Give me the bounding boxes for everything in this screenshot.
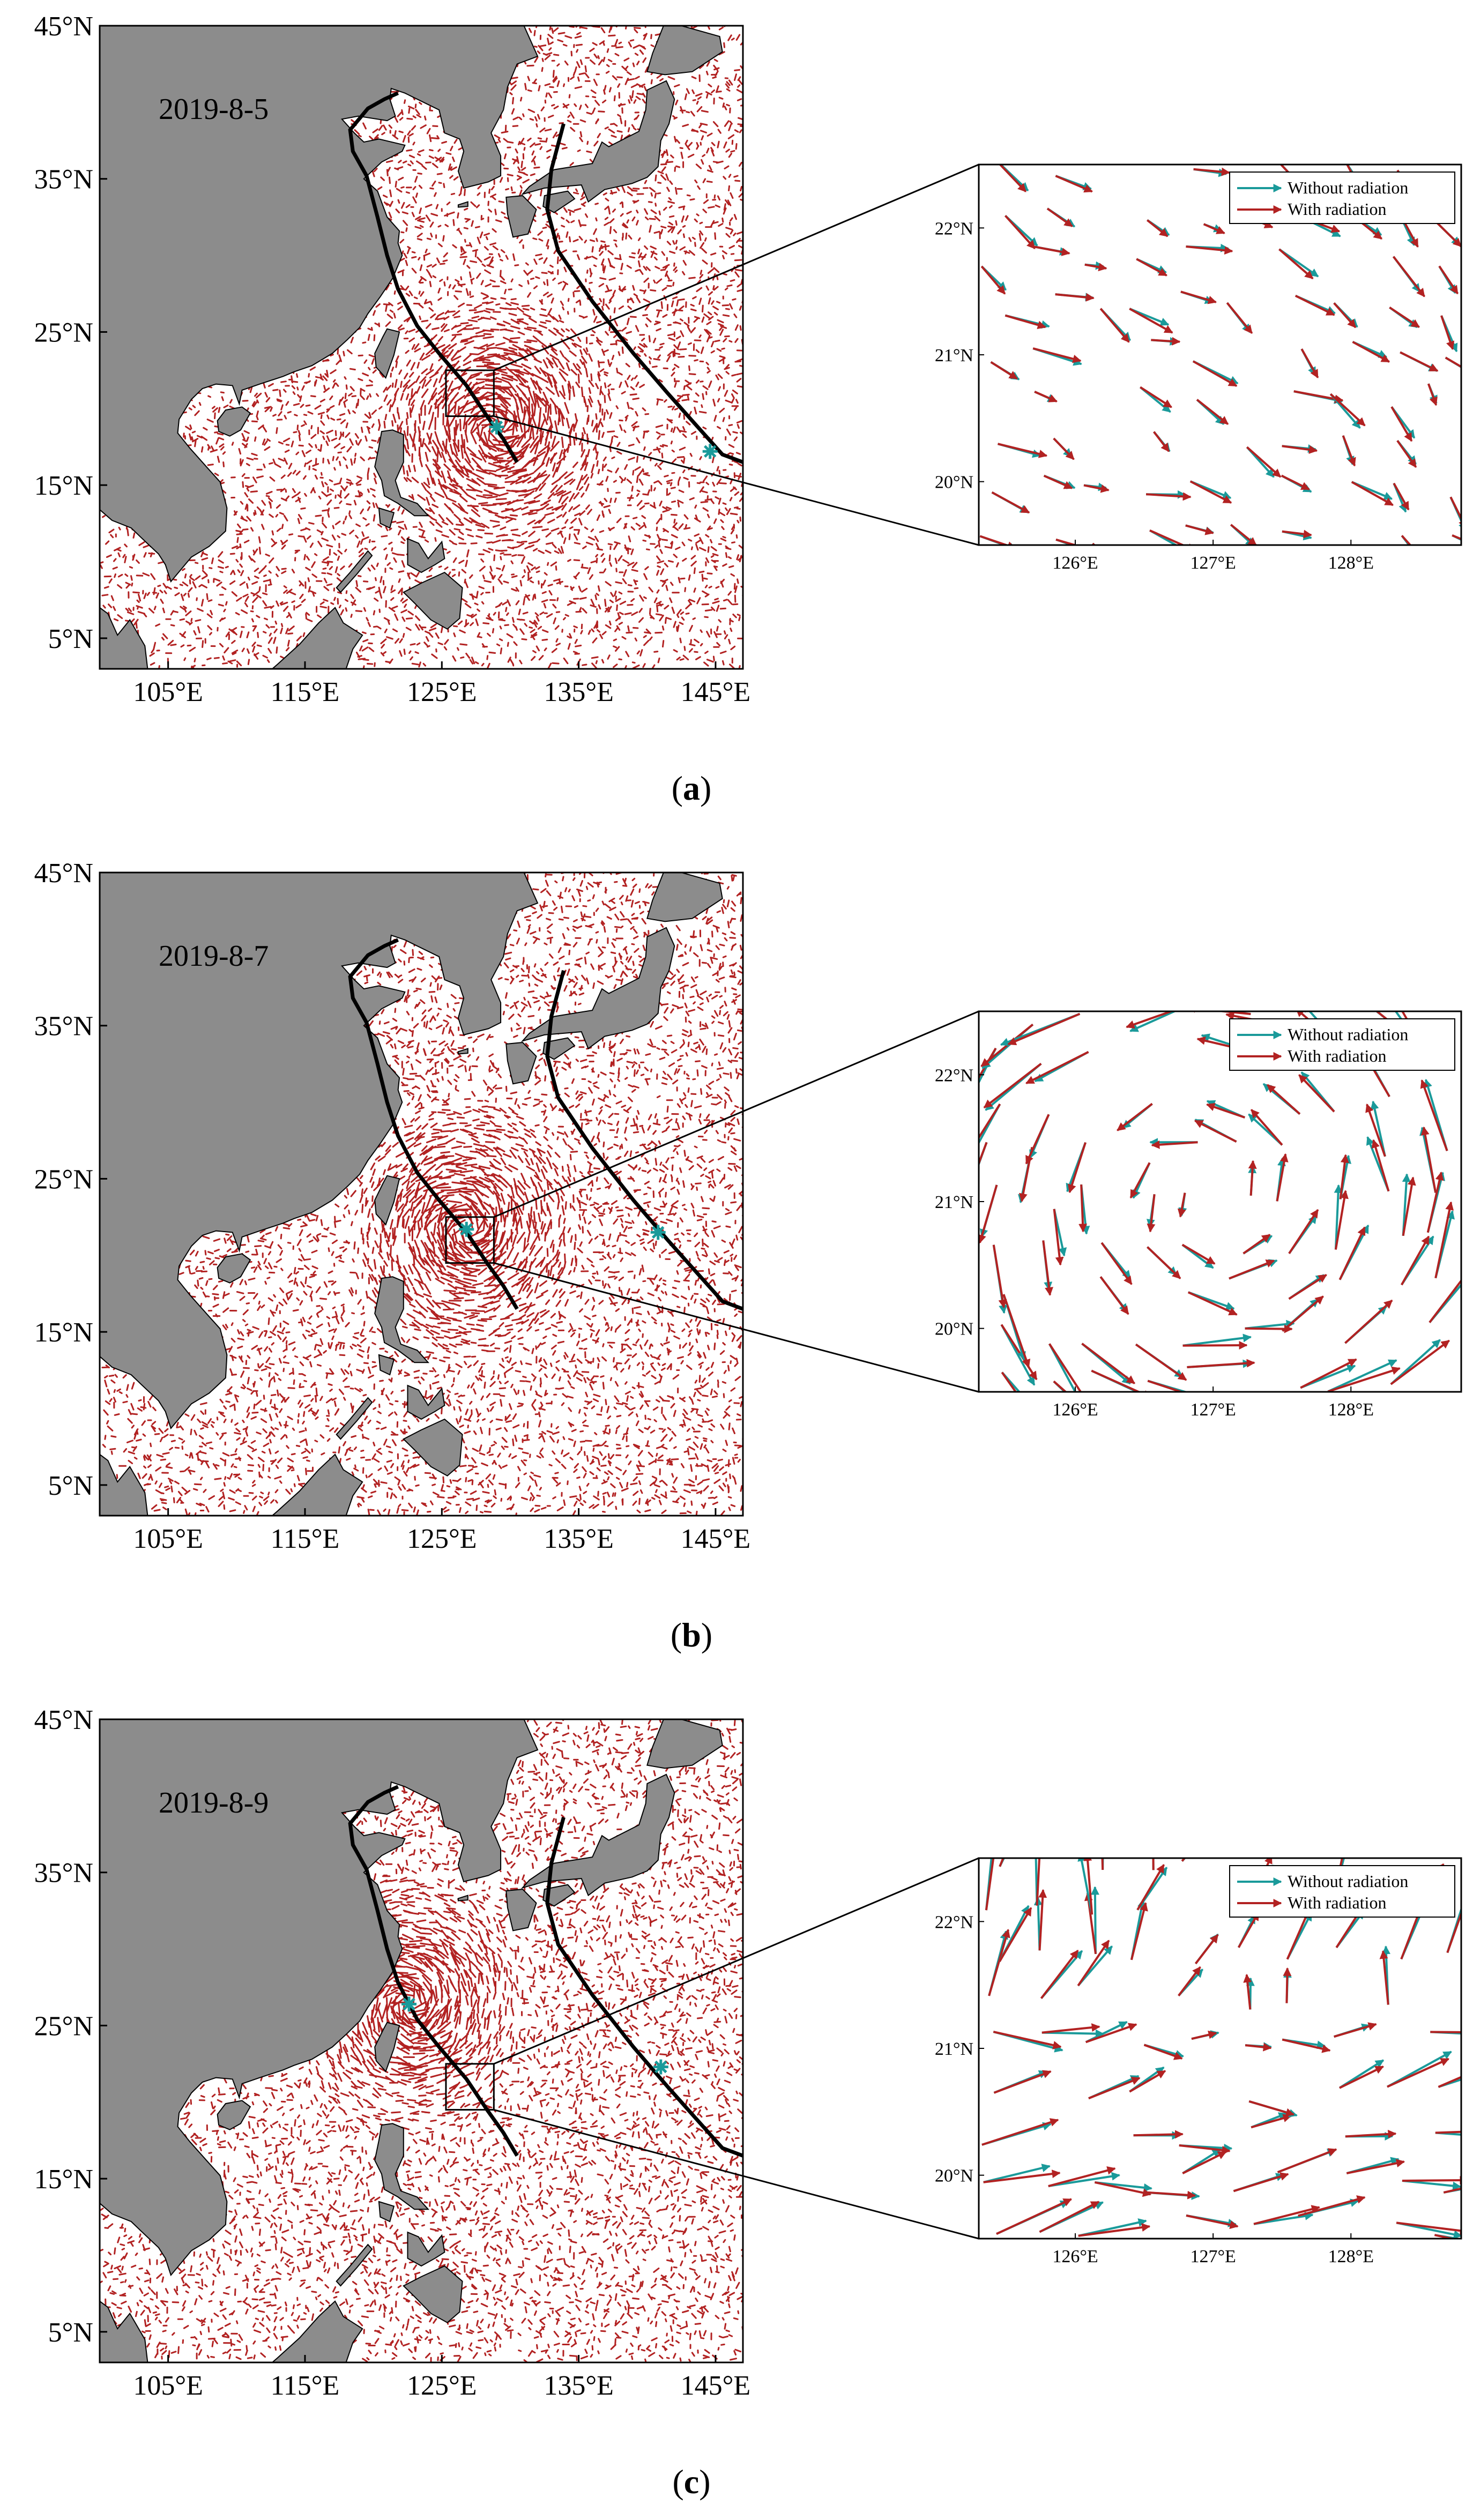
vector-with-radiation <box>1029 1787 1075 1852</box>
map-lat-label: 35°N <box>34 1011 93 1042</box>
map-lat-label: 25°N <box>34 317 93 348</box>
map-lon-label: 125°E <box>407 1524 477 1554</box>
inset-lon-label: 127°E <box>1190 2247 1236 2266</box>
vector-with-radiation <box>1433 1779 1444 1849</box>
inset-lat-label: 21°N <box>935 1192 973 1212</box>
vector-without-radiation <box>1278 1794 1283 1849</box>
sakhalin-island <box>672 1704 683 1719</box>
inset-lon-label: 128°E <box>1328 553 1374 573</box>
inset-lat-label: 20°N <box>935 1319 973 1339</box>
legend-label-with-radiation: With radiation <box>1288 1893 1386 1912</box>
panel-b: 2019-8-7 45°N 35°N 25°N 15°N 5°N 105°E 115°E 125… <box>34 857 1473 1654</box>
inset-lat-label: 22°N <box>935 1065 973 1085</box>
vector-without-radiation <box>1409 935 1444 1008</box>
map-lat-label: 45°N <box>34 1705 93 1735</box>
map-lon-label: 105°E <box>133 677 203 707</box>
inset-lon-label: 126°E <box>1052 2247 1098 2266</box>
panel-caption: (b) <box>671 1616 712 1654</box>
inset-lat-label: 20°N <box>935 2166 973 2186</box>
inset-lon-label: 127°E <box>1190 553 1236 573</box>
inset-legend: Without radiation With radiation <box>1230 172 1455 223</box>
map-lon-label: 115°E <box>271 1524 340 1554</box>
date-label: 2019-8-5 <box>159 93 269 126</box>
inset-lat-label: 21°N <box>935 346 973 366</box>
date-label: 2019-8-7 <box>159 940 269 973</box>
vector-without-radiation <box>934 1010 979 1064</box>
inset-legend: Without radiation With radiation <box>1230 1866 1455 1917</box>
inset-legend: Without radiation With radiation <box>1230 1019 1455 1070</box>
map-lon-label: 135°E <box>544 677 614 707</box>
inset-lat-label: 20°N <box>935 473 973 493</box>
map-lon-label: 145°E <box>681 677 751 707</box>
vector-with-radiation <box>1134 2134 1183 2135</box>
vector-without-radiation <box>1182 1813 1225 1861</box>
map-lat-label: 45°N <box>34 11 93 42</box>
vector-without-radiation <box>1278 981 1341 1007</box>
map-lon-label: 135°E <box>544 2370 614 2401</box>
typhoon-center-marker <box>401 1996 416 2011</box>
panel-caption: (c) <box>672 2463 710 2501</box>
vector-with-radiation <box>1182 1811 1222 1861</box>
map-lat-label: 15°N <box>34 471 93 501</box>
map-lat-label: 35°N <box>34 1858 93 1889</box>
legend-label-without-radiation: Without radiation <box>1288 1025 1408 1044</box>
sakhalin-island <box>672 10 683 26</box>
vector-with-radiation <box>1271 980 1341 1007</box>
inset-lon-label: 126°E <box>1052 1400 1098 1420</box>
typhoon-center-marker <box>459 1222 474 1237</box>
map-lon-label: 105°E <box>133 2370 203 2401</box>
legend-label-without-radiation: Without radiation <box>1288 1872 1408 1891</box>
map-lat-label: 5°N <box>48 624 93 654</box>
map-lon-label: 125°E <box>407 2370 477 2401</box>
inset-lat-label: 22°N <box>935 219 973 238</box>
map-lon-label: 145°E <box>681 2370 751 2401</box>
legend-label-without-radiation: Without radiation <box>1288 178 1408 197</box>
inset-lon-label: 128°E <box>1328 2247 1374 2266</box>
panel-a: 2019-8-5 45°N 35°N 25°N 15°N 5°N 105°E 115°E 125… <box>34 10 1473 807</box>
vector-without-radiation <box>1042 2033 1104 2034</box>
vector-without-radiation <box>1029 1798 1070 1852</box>
panel-caption: (a) <box>672 769 712 807</box>
map-lat-label: 15°N <box>34 2164 93 2195</box>
typhoon-center-marker <box>489 420 504 435</box>
map-lon-label: 145°E <box>681 1524 751 1554</box>
vector-with-radiation <box>1278 1787 1291 1849</box>
map-lat-label: 5°N <box>48 1471 93 1501</box>
map-lat-label: 5°N <box>48 2317 93 2348</box>
vector-with-radiation <box>1183 1345 1247 1346</box>
map-lat-label: 35°N <box>34 165 93 195</box>
inset-lat-label: 21°N <box>935 2039 973 2059</box>
map-lat-label: 25°N <box>34 2011 93 2041</box>
panel-c: 2019-8-9 45°N 35°N 25°N 15°N 5°N 105°E 115°E 125… <box>34 1704 1473 2501</box>
inset-lon-label: 128°E <box>1328 1400 1374 1420</box>
vector-without-radiation <box>1433 1788 1448 1849</box>
legend-label-with-radiation: With radiation <box>1288 199 1386 219</box>
vector-with-radiation <box>1402 2180 1468 2181</box>
map-lon-label: 105°E <box>133 1524 203 1554</box>
legend-label-with-radiation: With radiation <box>1288 1046 1386 1065</box>
map-lat-label: 45°N <box>34 858 93 889</box>
inset-lon-label: 126°E <box>1052 553 1098 573</box>
inset-lat-label: 22°N <box>935 1912 973 1932</box>
typhoon-center-marker <box>703 444 718 459</box>
map-lon-label: 125°E <box>407 677 477 707</box>
map-lon-label: 115°E <box>271 2370 340 2401</box>
map-lat-label: 15°N <box>34 1317 93 1348</box>
typhoon-center-marker <box>653 2060 668 2075</box>
inset-lon-label: 127°E <box>1190 1400 1236 1420</box>
date-label: 2019-8-9 <box>159 1786 269 1820</box>
vector-with-radiation <box>1153 1807 1154 1870</box>
vector-with-radiation <box>1286 1969 1287 2003</box>
map-lat-label: 25°N <box>34 1164 93 1195</box>
typhoon-center-marker <box>651 1225 666 1240</box>
vector-with-radiation <box>1000 1800 1026 1866</box>
map-lon-label: 135°E <box>544 1524 614 1554</box>
map-lon-label: 115°E <box>271 677 340 707</box>
sakhalin-island <box>672 857 683 873</box>
vector-with-radiation <box>1400 938 1444 1007</box>
